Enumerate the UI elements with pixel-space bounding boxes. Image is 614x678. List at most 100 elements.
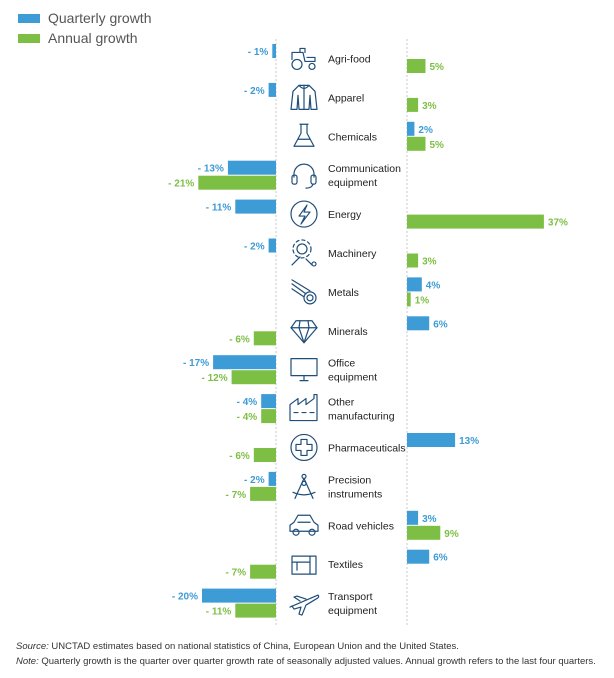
bar-quarterly [202, 588, 276, 603]
category-label: Machinery [328, 248, 377, 260]
row-other-manufacturing: Other manufacturing - 4% - 4% [237, 393, 395, 424]
airplane-icon [289, 594, 320, 616]
bar-quarterly [268, 471, 276, 486]
medical-cross-icon [290, 433, 318, 462]
category-label: Transport [328, 591, 373, 603]
bar-quarterly [407, 277, 422, 292]
lightning-icon [290, 200, 318, 228]
row-metals: Metals 4% 1% [291, 277, 441, 307]
legend-swatch-annual [18, 33, 40, 43]
category-label: Energy [328, 209, 362, 221]
data-label-annual: 3% [422, 257, 437, 268]
data-label-quarterly: 2% [418, 125, 433, 136]
data-label-annual: 37% [548, 218, 568, 229]
category-label: equipment [328, 177, 377, 189]
category-label: Road vehicles [328, 520, 394, 532]
row-textiles: Textiles 6% - 7% [226, 549, 448, 579]
data-label-quarterly: - 13% [198, 164, 224, 175]
category-label: Apparel [328, 92, 364, 104]
sewing-machine-icon [291, 555, 317, 575]
source-note: Source: UNCTAD estimates based on nation… [16, 639, 606, 654]
bar-annual [250, 486, 276, 501]
category-label: Pharmaceuticals [328, 442, 406, 454]
bar-quarterly [268, 238, 276, 253]
legend: Quarterly growth Annual growth [18, 8, 151, 48]
bar-annual [261, 409, 276, 424]
category-label: equipment [328, 605, 377, 617]
bar-annual [250, 564, 276, 579]
bar-annual [407, 525, 441, 540]
bar-annual [407, 59, 426, 73]
data-label-annual: - 4% [237, 412, 258, 423]
category-label: Agri-food [328, 53, 371, 65]
bar-quarterly [272, 44, 276, 58]
monitor-icon [290, 358, 318, 382]
data-label-annual: - 7% [226, 568, 247, 579]
bar-quarterly [227, 160, 276, 175]
data-label-quarterly: - 2% [244, 475, 265, 486]
data-label-quarterly: - 1% [248, 47, 269, 58]
bar-annual [231, 370, 276, 385]
row-apparel: Apparel - 2% 3% [244, 82, 437, 112]
bar-annual [253, 331, 276, 346]
category-label: Metals [328, 287, 359, 299]
diamond-icon [290, 320, 318, 344]
bar-annual [407, 136, 426, 151]
gear-wrench-icon [291, 239, 317, 267]
category-label: equipment [328, 372, 377, 384]
row-machinery: Machinery - 2% 3% [244, 238, 437, 268]
data-label-quarterly: - 2% [244, 242, 265, 253]
row-agri-food: Agri-food - 1% 5% [248, 44, 444, 73]
legend-label-quarterly: Quarterly growth [48, 10, 152, 26]
tractor-icon [291, 47, 316, 71]
category-label: Textiles [328, 559, 363, 571]
legend-label-annual: Annual growth [48, 30, 138, 46]
row-precision-instruments: Precision instruments - 2% - 7% [226, 471, 382, 501]
data-label-annual: - 21% [168, 179, 194, 190]
bar-quarterly [268, 82, 276, 97]
headset-icon [291, 163, 317, 189]
chart-notes: Source: UNCTAD estimates based on nation… [16, 639, 606, 669]
data-label-quarterly: - 2% [244, 86, 265, 97]
bar-quarterly [235, 199, 276, 214]
category-panel [276, 39, 407, 627]
bar-annual [235, 603, 276, 618]
factory-icon [289, 393, 318, 422]
row-pharmaceuticals: Pharmaceuticals 13% - 6% [229, 433, 479, 462]
category-label: instruments [328, 488, 382, 500]
data-label-annual: - 6% [229, 334, 250, 345]
footnote: Note: Quarterly growth is the quarter ov… [16, 654, 606, 669]
data-label-annual: - 7% [226, 490, 247, 501]
data-label-quarterly: 4% [426, 280, 441, 291]
category-label: Other [328, 397, 355, 409]
data-label-quarterly: 6% [433, 553, 448, 564]
bar-quarterly [407, 121, 415, 136]
car-icon [289, 514, 319, 536]
data-label-quarterly: 6% [433, 319, 448, 330]
category-label: Chemicals [328, 131, 377, 143]
category-label: manufacturing [328, 411, 395, 423]
data-label-annual: - 6% [229, 451, 250, 462]
row-road-vehicles: Road vehicles 3% 9% [289, 510, 459, 540]
bar-annual [407, 214, 544, 229]
data-label-quarterly: - 20% [172, 592, 198, 603]
row-transport-equipment: Transport equipment - 20% - 11% [172, 588, 377, 618]
compass-icon [292, 473, 316, 499]
data-label-quarterly: - 11% [206, 203, 232, 214]
bar-quarterly [261, 394, 276, 409]
bar-annual [407, 292, 411, 307]
note-text: Quarterly growth is the quarter over qua… [38, 656, 596, 667]
row-energy: Energy - 11% 37% [206, 199, 568, 229]
bar-annual [253, 448, 276, 462]
data-label-annual: 1% [415, 295, 430, 306]
note-key: Note: [16, 656, 39, 667]
legend-item-quarterly: Quarterly growth [18, 8, 151, 28]
data-label-quarterly: - 17% [183, 358, 209, 369]
data-label-quarterly: 3% [422, 514, 437, 525]
data-label-annual: 5% [430, 140, 445, 151]
bar-quarterly [407, 549, 430, 564]
row-communication-equipment: Communication equipment - 13% - 21% [168, 160, 401, 190]
metal-coil-icon [291, 279, 317, 305]
bar-quarterly [407, 316, 430, 331]
